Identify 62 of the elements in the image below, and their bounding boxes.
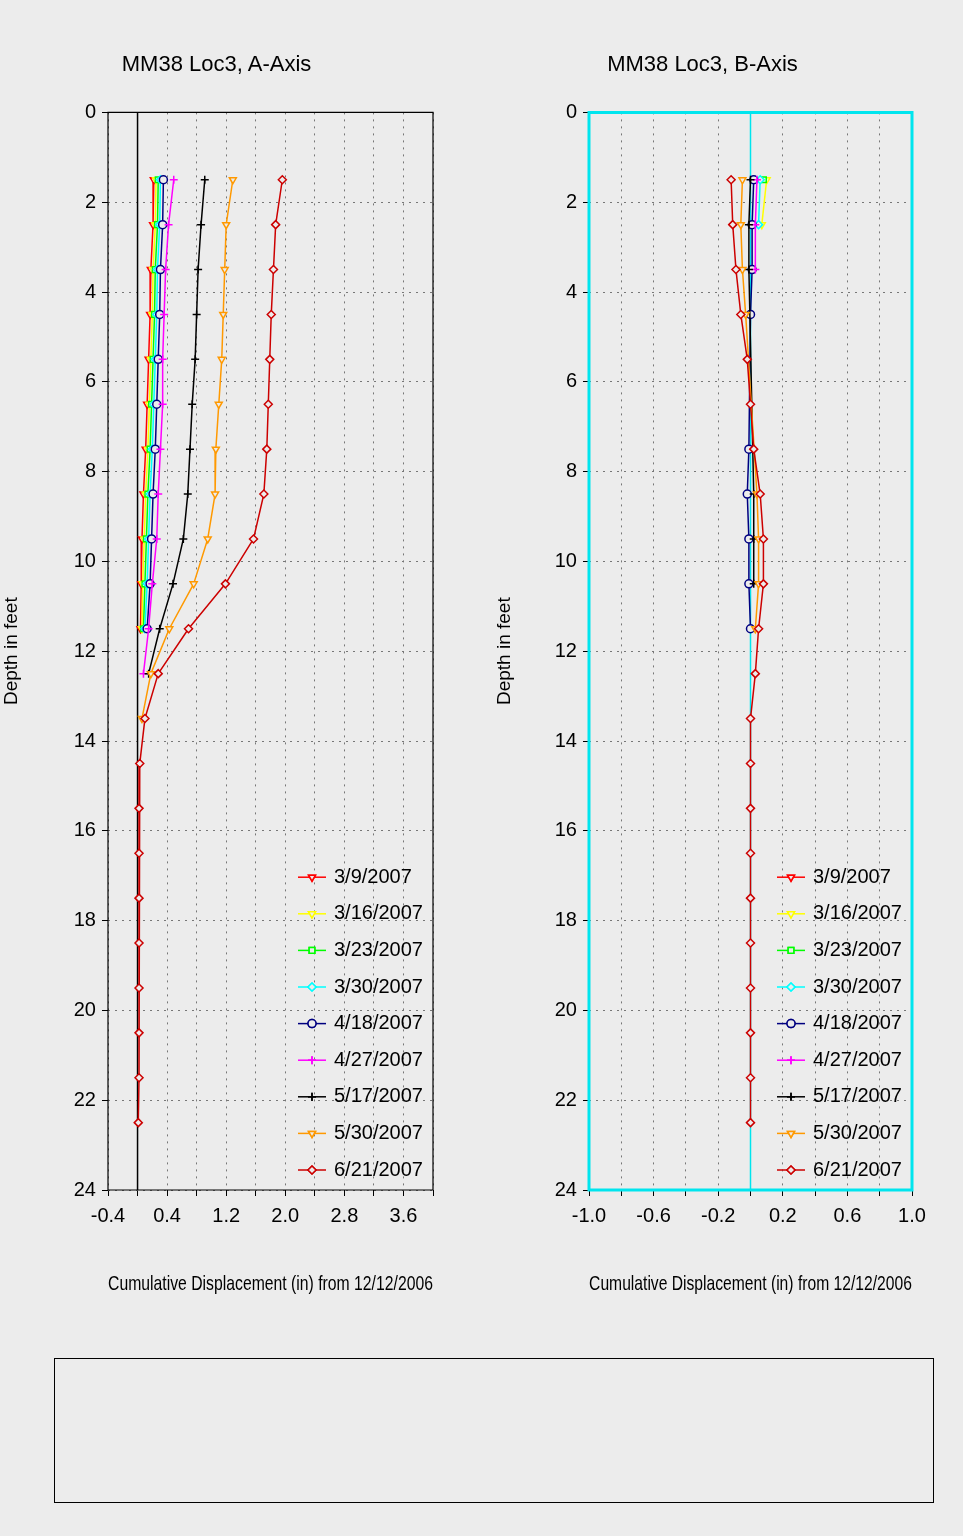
x-tick-label: 2.8: [330, 1203, 359, 1226]
x-tick-label: 0.6: [833, 1203, 862, 1226]
legend-label: 3/23/2007: [813, 937, 902, 960]
x-tick-label: -1.0: [571, 1203, 607, 1226]
legend-label: 4/27/2007: [813, 1047, 902, 1070]
y-tick-label: 14: [554, 728, 577, 751]
y-tick-label: 6: [565, 369, 577, 392]
x-tick-label: -0.6: [636, 1203, 671, 1226]
x-tick-label: 0.2: [768, 1203, 797, 1226]
y-tick-label: 12: [554, 638, 577, 661]
legend-label: 4/18/2007: [813, 1011, 902, 1034]
legend-label: 3/23/2007: [334, 937, 423, 960]
y-tick-label: 8: [565, 459, 577, 482]
y-tick-label: 18: [73, 908, 96, 931]
x-tick-label: 2.0: [271, 1203, 300, 1226]
x-tick-label: 1.2: [212, 1203, 241, 1226]
y-tick-label: 8: [84, 459, 96, 482]
y-tick-label: 22: [554, 1087, 577, 1110]
y-tick-label: 6: [84, 369, 96, 392]
x-tick-label: -0.2: [700, 1203, 736, 1226]
legend-label: 6/21/2007: [813, 1157, 902, 1180]
y-axis-title: Depth in feet: [0, 596, 21, 706]
y-tick-label: 20: [554, 997, 577, 1020]
y-tick-label: 2: [565, 189, 577, 212]
x-axis-title: Cumulative Displacement (in) from 12/12/2006: [108, 1271, 433, 1294]
x-axis-title: Cumulative Displacement (in) from 12/12/2006: [589, 1271, 912, 1294]
legend-label: 3/9/2007: [813, 864, 891, 887]
legend-label: 4/27/2007: [334, 1047, 423, 1070]
x-tick-label: 3.6: [389, 1203, 418, 1226]
legend-label: 3/16/2007: [813, 901, 902, 924]
y-tick-label: 2: [84, 189, 96, 212]
chart-title: MM38 Loc3, B-Axis: [607, 51, 798, 77]
legend-label: 5/30/2007: [813, 1120, 902, 1143]
y-tick-label: 20: [73, 997, 96, 1020]
y-tick-label: 24: [73, 1177, 96, 1200]
x-tick-label: -0.4: [90, 1203, 126, 1226]
y-tick-label: 10: [73, 548, 96, 571]
y-tick-label: 16: [554, 818, 577, 841]
legend-label: 5/17/2007: [813, 1084, 902, 1107]
y-tick-label: 18: [554, 908, 577, 931]
y-tick-label: 16: [73, 818, 96, 841]
y-tick-label: 4: [84, 279, 96, 302]
y-axis-title: Depth in feet: [492, 596, 514, 706]
legend-label: 3/9/2007: [334, 864, 412, 887]
legend-label: 3/30/2007: [813, 974, 902, 997]
y-tick-label: 12: [73, 638, 96, 661]
legend-label: 4/18/2007: [334, 1011, 423, 1034]
legend-label: 3/30/2007: [334, 974, 423, 997]
y-tick-label: 22: [73, 1087, 96, 1110]
y-tick-label: 0: [84, 99, 96, 122]
y-tick-label: 10: [554, 548, 577, 571]
y-tick-label: 0: [565, 99, 577, 122]
x-tick-label: 1.0: [898, 1203, 926, 1226]
y-tick-label: 4: [565, 279, 577, 302]
chart-title: MM38 Loc3, A-Axis: [121, 51, 312, 77]
legend-label: 3/16/2007: [334, 901, 423, 924]
y-tick-label: 14: [73, 728, 96, 751]
legend-label: 5/30/2007: [334, 1120, 423, 1143]
legend-label: 6/21/2007: [334, 1157, 423, 1180]
x-tick-label: 0.4: [153, 1203, 181, 1226]
y-tick-label: 24: [554, 1177, 577, 1200]
legend-label: 5/17/2007: [334, 1084, 423, 1107]
